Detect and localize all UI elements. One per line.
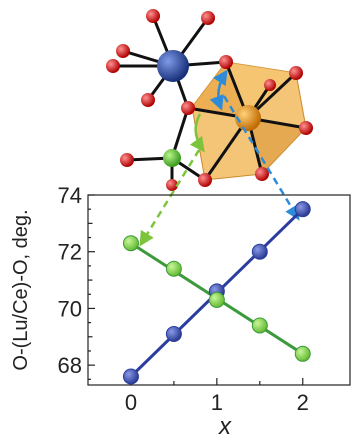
y-tick-label: 70 [58,296,82,321]
oxygen-atom [106,59,120,73]
x-tick-label: 2 [297,390,309,415]
x-tick-label: 0 [125,390,137,415]
oxygen-atom [181,101,195,115]
large-cation-atom [157,50,189,82]
oxygen-atom [255,167,269,181]
series-0-point [294,201,311,218]
oxygen-atom [198,173,212,187]
oxygen-atom [264,79,276,91]
small-cation-atom [163,149,181,167]
plot-frame [87,194,351,386]
connector-arrow-green [139,149,201,247]
data-markers [122,201,311,385]
oxygen-atom [166,179,178,191]
oxygen-atom [116,44,130,58]
series-0-point [251,243,268,260]
y-axis-ticks: 68 70 72 74 [58,183,95,380]
series-1-point [208,291,225,308]
series-0-point [122,368,139,385]
oxygen-atom [141,93,155,107]
x-tick-label: 1 [211,390,223,415]
angle-arc-blue [209,69,228,111]
angle-arc-green [189,113,205,153]
oxygen-atom [201,11,215,25]
series-1-point [122,235,139,252]
series-1-point [251,317,268,334]
series-1-point [165,260,182,277]
series-0-point [165,325,182,342]
y-tick-label: 74 [58,183,82,208]
series-1-point [294,345,311,362]
oxygen-atoms [106,9,313,191]
y-tick-label: 72 [58,240,82,265]
y-axis-label: O-(Lu/Ce)-O, deg. [10,209,32,370]
oxygen-atom [299,121,313,135]
x-axis-label: x [218,413,232,439]
x-axis-ticks: 0 1 2 [125,378,309,415]
crystal-structure [106,9,313,191]
oxygen-atom [146,9,160,23]
chart: 68 70 72 74 0 1 2 O-(Lu/Ce)-O, deg. x [10,183,351,439]
oxygen-atom [289,66,303,80]
y-tick-label: 68 [58,353,82,378]
oxygen-atom [120,153,134,167]
oxygen-atom [219,55,233,69]
medium-cation-atom [235,105,261,131]
